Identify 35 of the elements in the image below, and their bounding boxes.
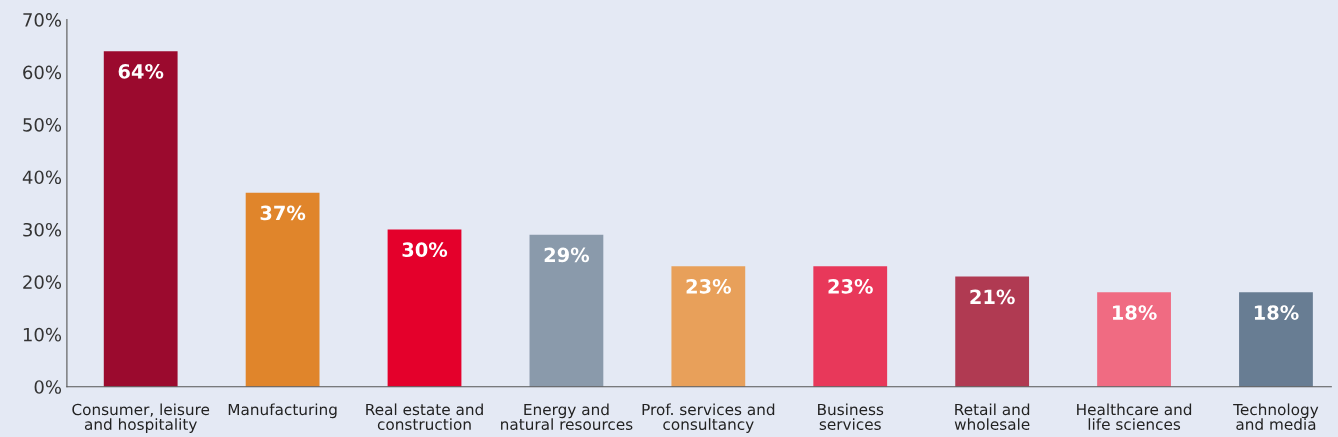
y-tick-label: 60%: [23, 65, 62, 80]
bar: [671, 266, 746, 387]
y-tick-label: 40%: [22, 170, 62, 185]
x-tick-label: Technology and media: [1233, 403, 1319, 431]
y-tick-label: 20%: [23, 275, 62, 289]
data-label: 29%: [544, 247, 590, 263]
bar: [955, 276, 1030, 387]
bar: [529, 234, 604, 387]
y-tick-label: 50%: [23, 118, 62, 132]
y-tick-label: 10%: [23, 327, 62, 342]
data-label: 23%: [828, 278, 873, 294]
data-label: 21%: [970, 289, 1015, 305]
x-tick-label: Retail and wholesale: [954, 403, 1030, 431]
x-tick-label: Consumer, leisure and hospitality: [72, 403, 210, 433]
y-tick-label: 30%: [23, 222, 62, 237]
bar: [1097, 292, 1171, 387]
x-tick-label: Real estate and construction: [366, 403, 483, 431]
data-label: 30%: [402, 242, 448, 257]
data-label: 23%: [686, 278, 731, 294]
bar: [813, 266, 888, 387]
x-tick-label: Healthcare and life sciences: [1077, 403, 1192, 431]
bar: [1239, 292, 1313, 387]
data-label: 18%: [1254, 305, 1299, 320]
y-tick-label: 70%: [23, 13, 62, 27]
x-tick-label: Prof. services and consultancy: [642, 403, 775, 433]
bar: [387, 229, 462, 387]
data-label: 64%: [118, 63, 164, 79]
x-tick-label: Business services: [818, 403, 884, 431]
data-label: 37%: [260, 205, 306, 221]
x-tick-label: Manufacturing: [228, 403, 337, 419]
bar: [103, 51, 178, 387]
y-tick-label: 0%: [34, 380, 62, 394]
x-tick-label: Energy and natural resources: [501, 403, 633, 431]
bar: [245, 192, 320, 387]
data-label: 18%: [1112, 305, 1157, 320]
